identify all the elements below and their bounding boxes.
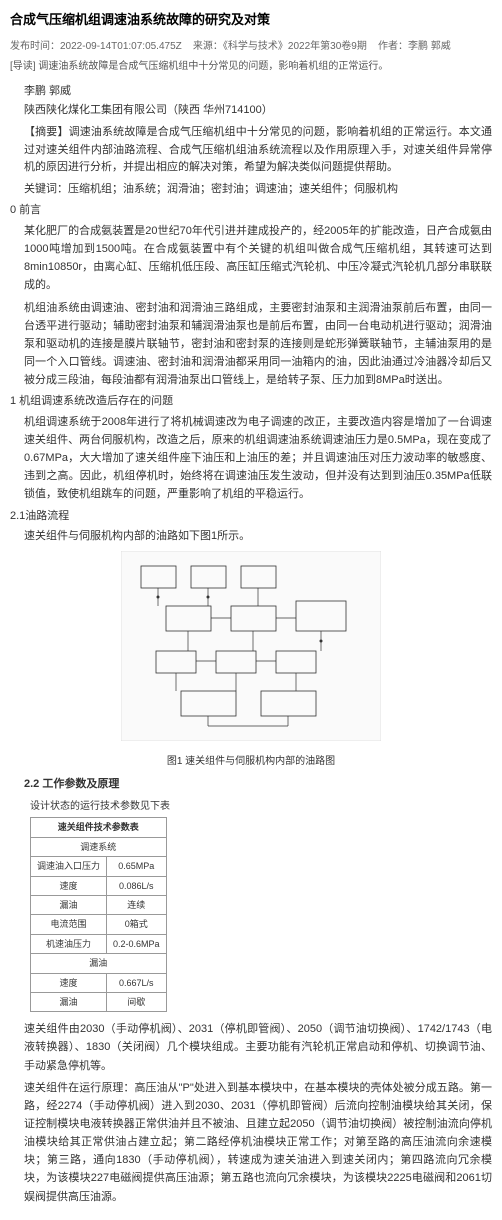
lead-text: [导读] 调速油系统故障是合成气压缩机组中十分常见的问题，影响着机组的正常运行。: [10, 59, 492, 75]
author-line: 李鹏 郭威: [24, 83, 492, 101]
table-row: 调速油入口压力0.65MPa: [31, 857, 167, 876]
time-label: 发布时间：: [10, 41, 60, 52]
meta-line: 发布时间：2022-09-14T01:07:05.475Z 来源：《科学与技术》…: [10, 39, 492, 55]
section-0-para-2: 机组油系统由调速油、密封油和润滑油三路组成，主要密封油泵和主润滑油泵前后布置，由…: [24, 299, 492, 390]
figure-1: [10, 551, 492, 748]
source-value: 《科学与技术》2022年第30卷9期: [223, 41, 367, 52]
table-title: 速关组件技术参数表: [31, 818, 167, 837]
section-21-heading: 2.1油路流程: [10, 508, 492, 526]
table-row: 漏油: [31, 954, 167, 973]
affiliation: 陕西陕化煤化工集团有限公司（陕西 华州714100）: [24, 102, 492, 120]
section-1-para-1: 机组调速系统于2008年进行了将机械调速改为电子调速的改正，主要改造内容是增加了…: [24, 413, 492, 504]
author-label: 作者：: [378, 41, 408, 52]
section-0-para-1: 某化肥厂的合成氨装置是20世纪70年代引进并建成投产的，经2005年的扩能改造，…: [24, 222, 492, 295]
source-label: 来源：: [193, 41, 223, 52]
author-value: 李鹏 郭威: [408, 41, 451, 52]
abstract: 【摘要】调速油系统故障是合成气压缩机组中十分常见的问题，影响着机组的正常运行。本…: [24, 124, 492, 177]
table-row: 漏油连续: [31, 896, 167, 915]
table-row: 机速油压力0.2-0.6MPa: [31, 934, 167, 953]
table-row: 速度0.086L/s: [31, 876, 167, 895]
final-para-2: 速关组件在运行原理：高压油从"P"处进入到基本模块中，在基本模块的壳体处被分成五…: [24, 1079, 492, 1206]
params-table: 速关组件技术参数表 调速系统 调速油入口压力0.65MPa 速度0.086L/s…: [30, 817, 167, 1012]
table-row: 电流范围0箱式: [31, 915, 167, 934]
table-row: 漏油间歇: [31, 992, 167, 1011]
section-22-heading: 2.2 工作参数及原理: [24, 776, 492, 794]
final-para-1: 速关组件由2030（手动停机阀）、2031（停机即管阀）、2050（调节油切换阀…: [24, 1020, 492, 1074]
article-title: 合成气压缩机组调速油系统故障的研究及对策: [10, 10, 492, 31]
keywords: 关键词：压缩机组；油系统；润滑油；密封油；调速油；速关组件；伺服机构: [24, 181, 492, 199]
section-21-para-1: 速关组件与伺服机构内部的油路如下图1所示。: [24, 527, 492, 545]
section-0-heading: 0 前言: [10, 202, 492, 220]
figure-1-caption: 图1 速关组件与伺服机构内部的油路图: [10, 754, 492, 770]
table-row: 调速系统: [31, 837, 167, 856]
time-value: 2022-09-14T01:07:05.475Z: [60, 41, 182, 52]
section-1-heading: 1 机组调速系统改造后存在的问题: [10, 393, 492, 411]
table-intro: 设计状态的运行技术参数见下表: [30, 799, 492, 815]
table-row: 速度0.667L/s: [31, 973, 167, 992]
